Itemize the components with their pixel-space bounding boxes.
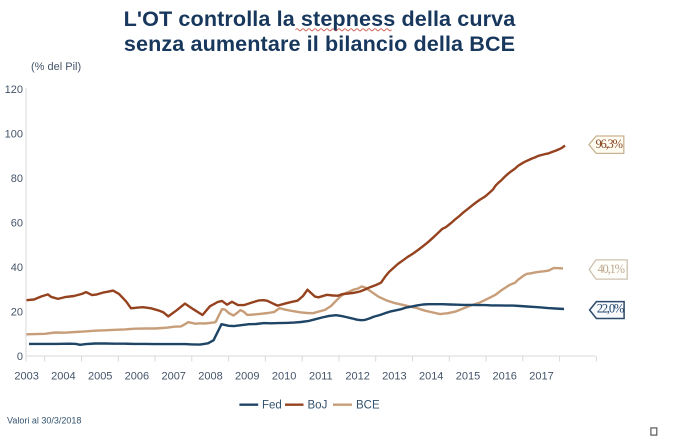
svg-text:BoJ: BoJ <box>308 400 328 412</box>
svg-text:2008: 2008 <box>198 371 222 383</box>
svg-text:40: 40 <box>11 262 23 274</box>
svg-text:22,0%: 22,0% <box>597 302 624 316</box>
svg-text:2012: 2012 <box>345 371 369 383</box>
svg-text:0: 0 <box>17 351 23 363</box>
svg-text:80: 80 <box>11 173 23 185</box>
svg-text:2006: 2006 <box>125 371 149 383</box>
svg-text:40,1%: 40,1% <box>598 262 625 276</box>
svg-text:2014: 2014 <box>419 371 443 383</box>
svg-text:2011: 2011 <box>309 371 333 383</box>
svg-text:2016: 2016 <box>492 371 516 383</box>
svg-text:2015: 2015 <box>456 371 480 383</box>
svg-text:100: 100 <box>5 128 23 140</box>
svg-text:2003: 2003 <box>14 371 38 383</box>
svg-text:Fed: Fed <box>262 400 282 412</box>
svg-text:2009: 2009 <box>235 371 259 383</box>
svg-text:2007: 2007 <box>161 371 185 383</box>
svg-text:(% del Pil): (% del Pil) <box>31 61 81 73</box>
svg-text:Valori al 30/3/2018: Valori al 30/3/2018 <box>7 416 81 426</box>
svg-text:20: 20 <box>11 307 23 319</box>
svg-text:2010: 2010 <box>272 371 296 383</box>
svg-text:BCE: BCE <box>356 400 380 412</box>
svg-text:2017: 2017 <box>529 371 553 383</box>
svg-text:2013: 2013 <box>382 371 406 383</box>
svg-text:2005: 2005 <box>88 371 112 383</box>
svg-text:2004: 2004 <box>51 371 75 383</box>
svg-text:120: 120 <box>5 84 23 96</box>
svg-text:96,3%: 96,3% <box>596 137 623 151</box>
svg-text:60: 60 <box>11 217 23 229</box>
